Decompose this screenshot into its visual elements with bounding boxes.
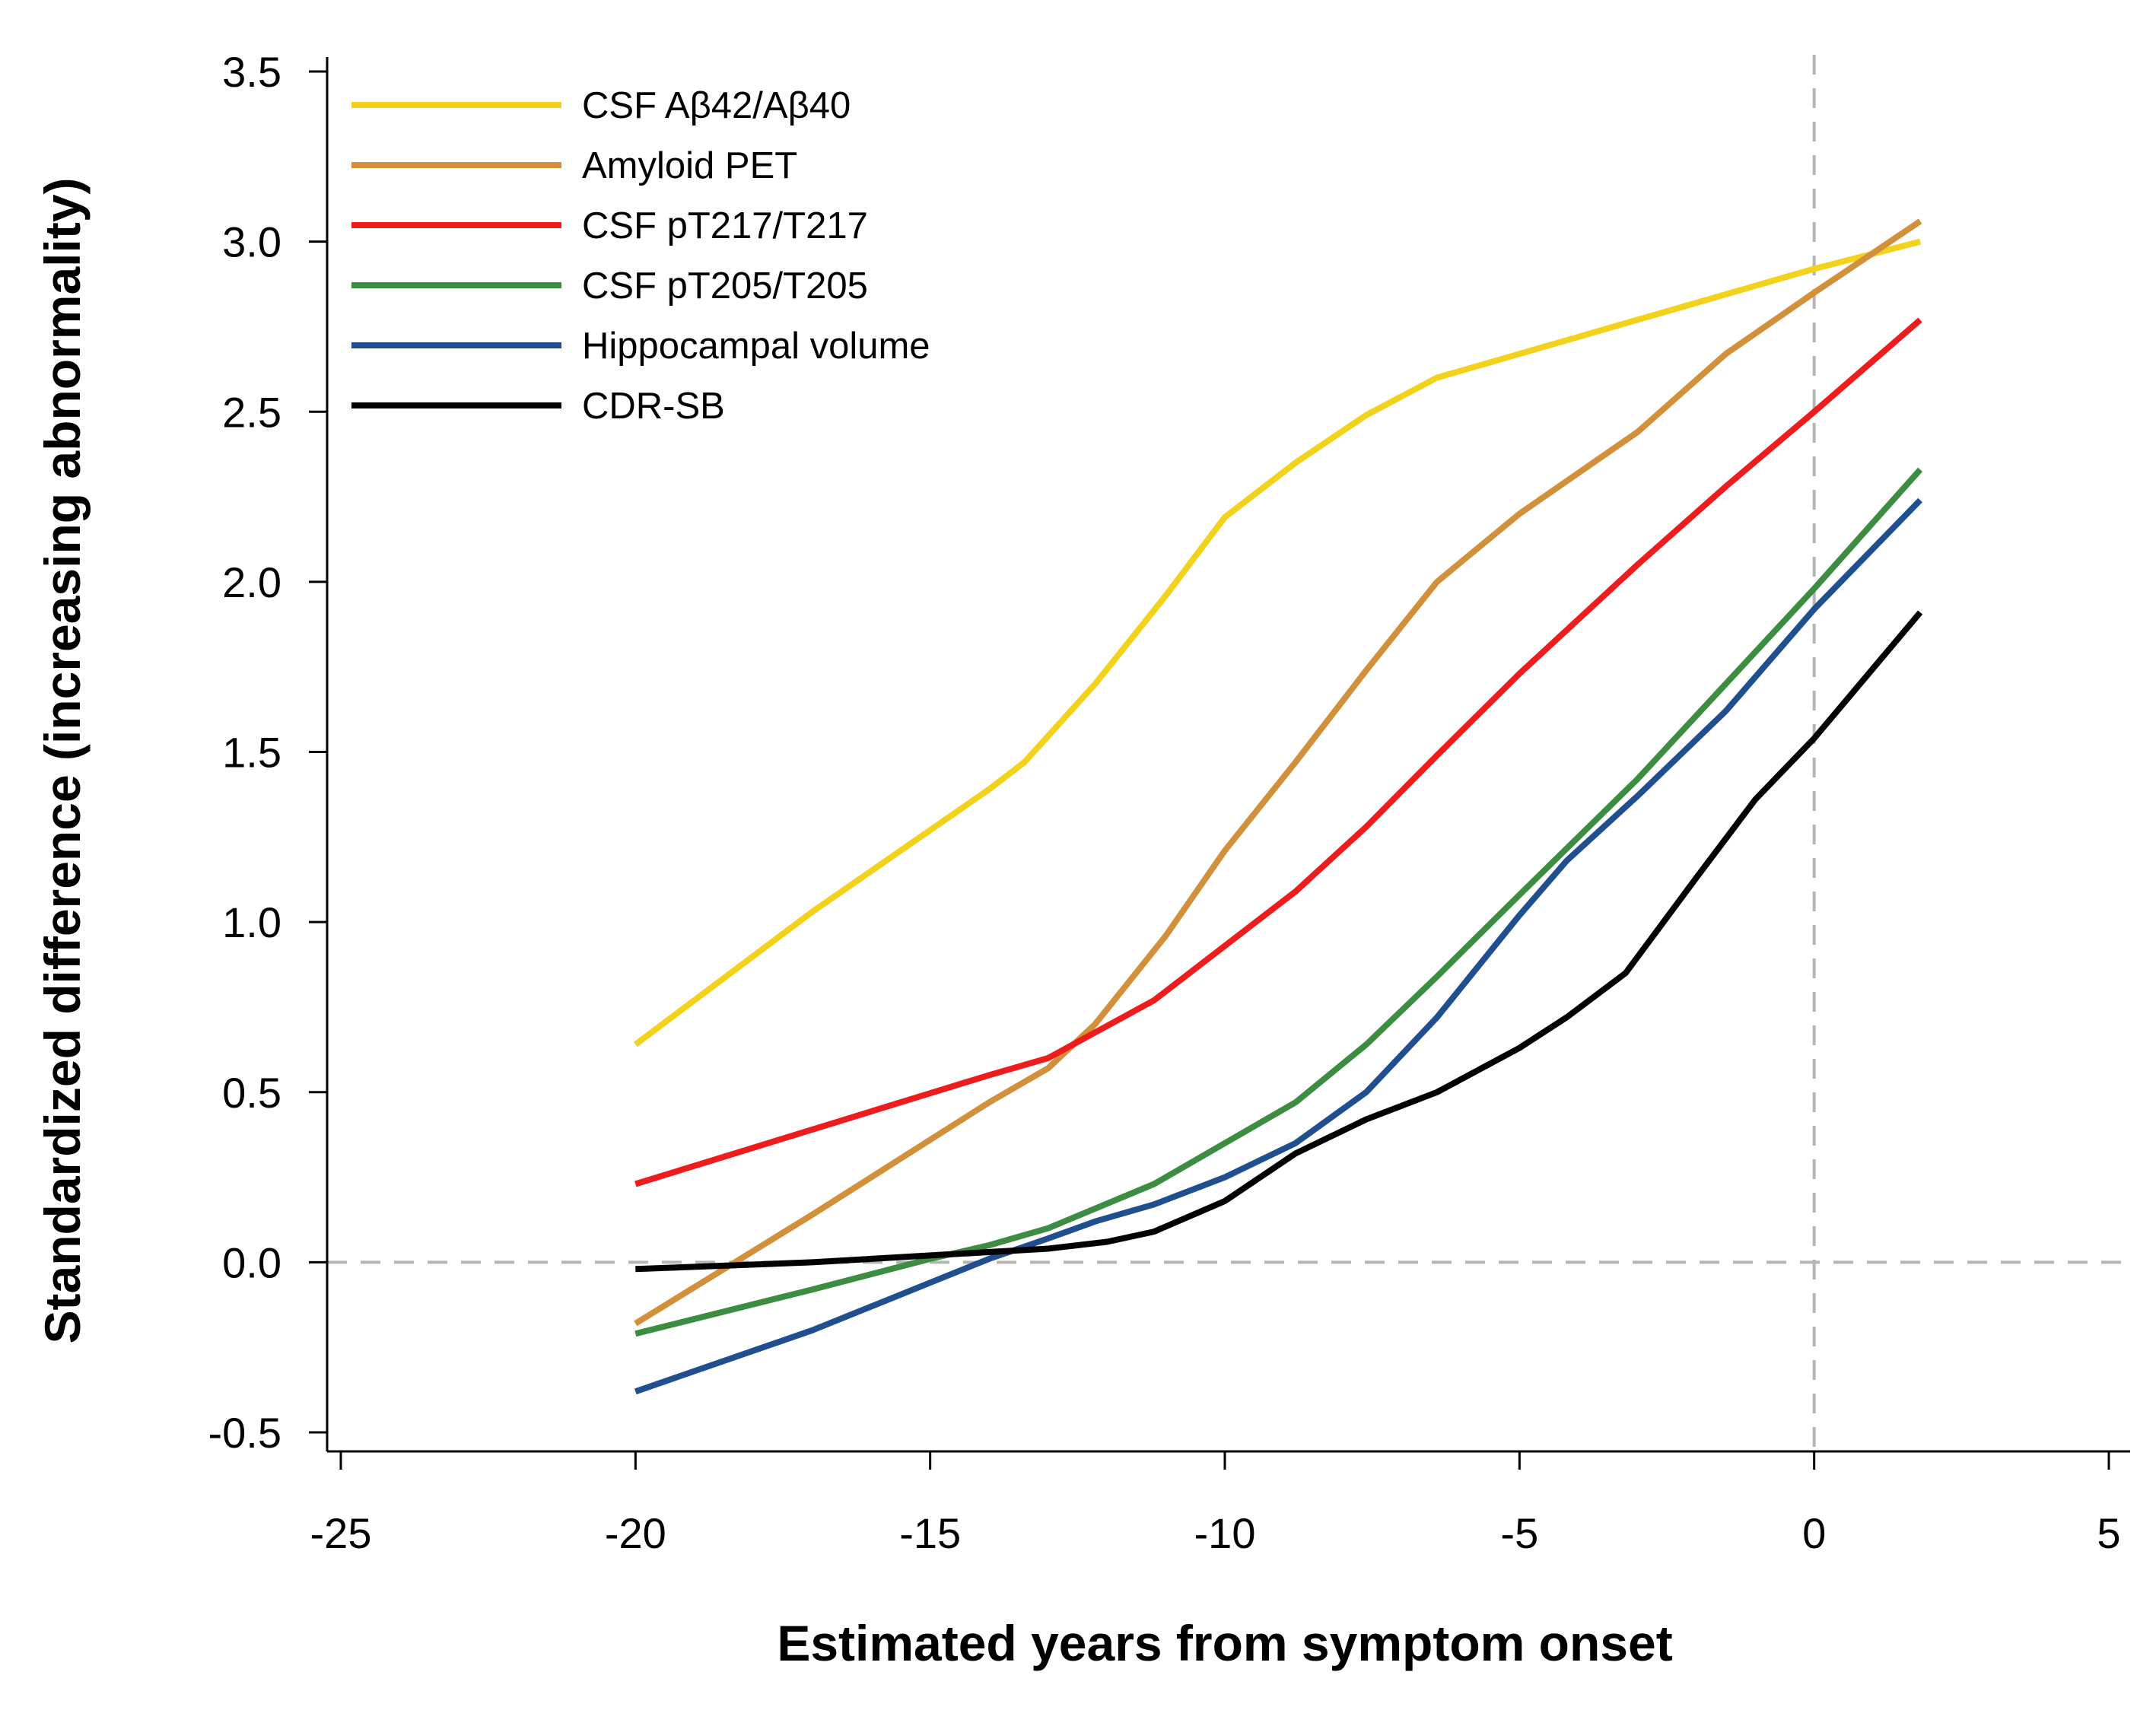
series-line-4	[634, 497, 1922, 1395]
x-axis-title: Estimated years from symptom onset	[777, 1615, 1672, 1671]
y-axis-title: Standardized difference (increasing abno…	[34, 177, 91, 1343]
y-tick-label: 2.0	[222, 558, 281, 606]
axes	[326, 57, 2130, 1453]
x-tick-label: -20	[605, 1509, 666, 1557]
x-tick-label: 0	[1802, 1509, 1826, 1557]
y-tick-label: 1.0	[222, 898, 281, 946]
y-ticks: -0.5 0.0 0.5 1.0 1.5 2.0 2.5 3.0 3.5	[208, 48, 327, 1457]
x-tick-label: -25	[310, 1509, 372, 1557]
legend-label: CSF Aβ42/Aβ40	[582, 85, 851, 126]
y-tick-label: -0.5	[208, 1409, 282, 1457]
y-tick-label: 3.0	[222, 218, 281, 266]
series-lines	[633, 218, 1923, 1395]
x-tick-label: -5	[1500, 1509, 1538, 1557]
legend-label: CSF pT205/T205	[582, 265, 868, 307]
series-line-5	[635, 610, 1923, 1273]
y-tick-label: 0.5	[222, 1069, 281, 1117]
x-tick-label: 5	[2097, 1509, 2120, 1557]
x-tick-label: -15	[899, 1509, 961, 1557]
y-tick-label: 1.5	[222, 729, 281, 777]
y-tick-label: 0.0	[222, 1238, 281, 1286]
legend-label: Hippocampal volume	[582, 326, 930, 367]
series-line-2	[634, 317, 1922, 1187]
x-ticks: -25 -20 -15 -10 -5 0 5	[310, 1451, 2121, 1557]
series-line-1	[634, 218, 1922, 1327]
legend-label: CSF pT217/T217	[582, 205, 868, 246]
x-tick-label: -10	[1194, 1509, 1256, 1557]
legend: CSF Aβ42/Aβ40 Amyloid PET CSF pT217/T217 CS…	[351, 85, 930, 427]
y-tick-label: 2.5	[222, 388, 281, 436]
series-line-0	[633, 238, 1922, 1047]
legend-label: Amyloid PET	[582, 145, 797, 186]
legend-label: CDR-SB	[582, 386, 725, 427]
y-tick-label: 3.5	[222, 48, 281, 96]
